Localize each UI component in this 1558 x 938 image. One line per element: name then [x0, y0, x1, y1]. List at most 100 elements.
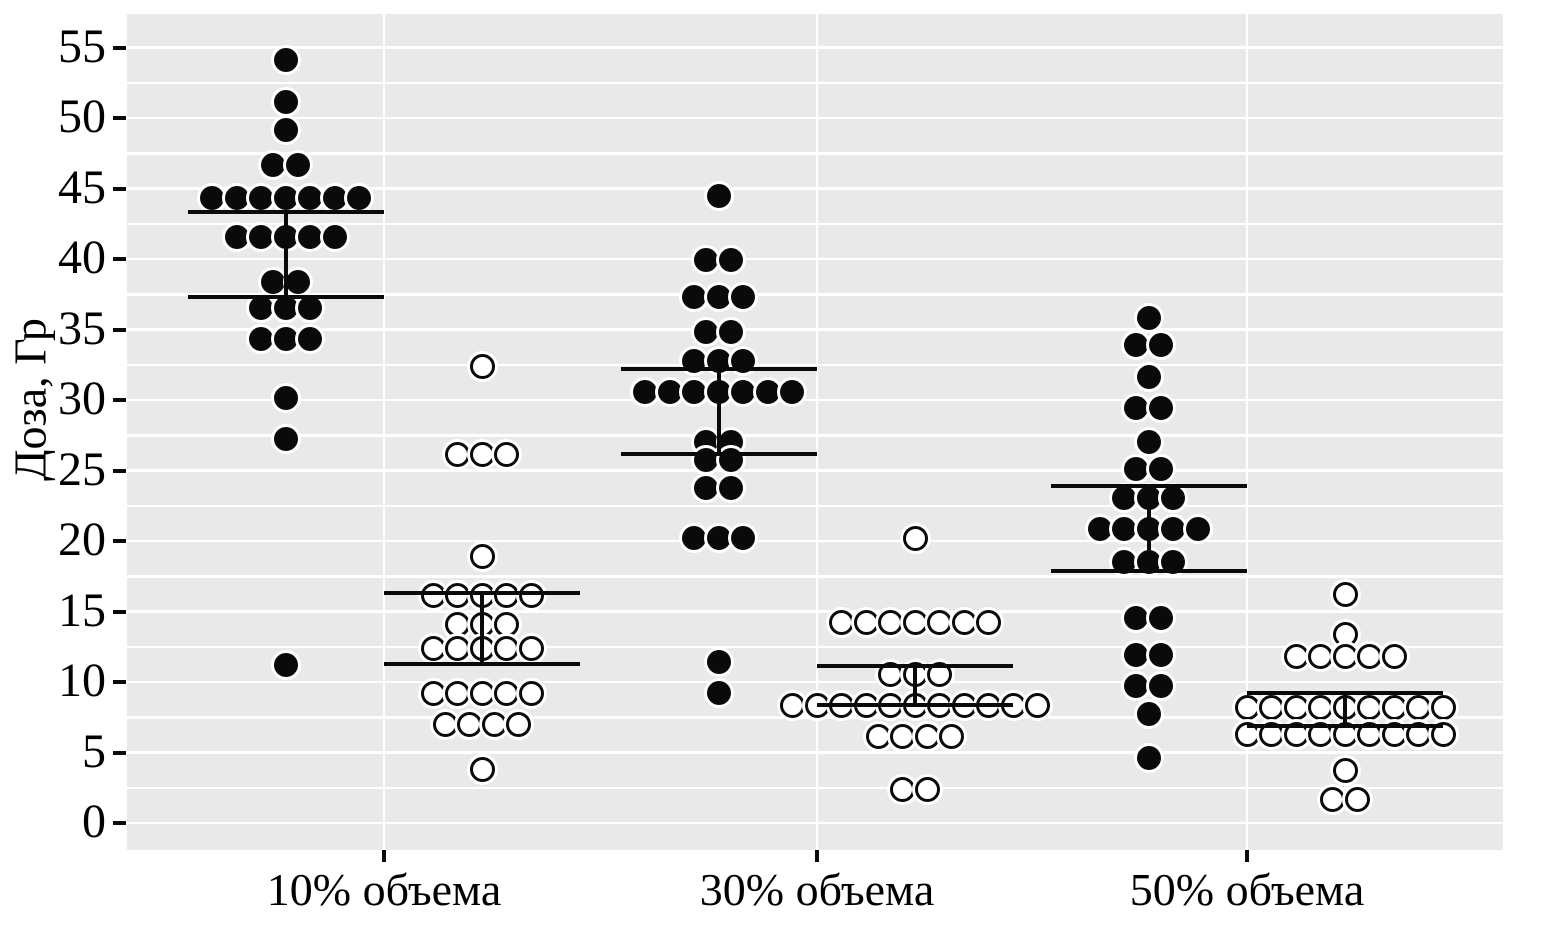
data-point: [1332, 758, 1358, 784]
data-point: [1283, 694, 1309, 720]
data-point: [1148, 395, 1173, 420]
y-tick-label: 45: [58, 160, 106, 214]
data-point: [506, 711, 532, 737]
error-bar-lower-cap: [384, 661, 580, 666]
data-point: [1381, 694, 1407, 720]
data-point: [1124, 395, 1149, 420]
data-point: [1185, 517, 1210, 542]
error-bar-stem: [284, 212, 288, 298]
data-point: [694, 247, 719, 272]
data-point: [469, 442, 495, 468]
data-point: [951, 610, 977, 636]
data-point: [1148, 332, 1173, 357]
h-gridline: [127, 751, 1503, 754]
data-point: [518, 680, 544, 706]
data-point: [273, 386, 298, 411]
error-bar-stem: [913, 666, 917, 705]
data-point: [445, 583, 470, 609]
data-point: [273, 47, 298, 72]
data-point: [1259, 694, 1284, 720]
data-point: [829, 610, 854, 636]
h-gridline: [127, 328, 1503, 331]
data-point: [853, 610, 879, 636]
data-point: [1124, 332, 1149, 357]
data-point: [1332, 582, 1358, 608]
data-point: [1381, 644, 1407, 670]
data-point: [285, 153, 310, 178]
h-gridline: [127, 81, 1503, 84]
data-point: [878, 610, 903, 636]
v-gridline: [815, 11, 819, 850]
data-point: [445, 635, 470, 661]
data-point: [914, 724, 940, 750]
data-point: [1161, 517, 1185, 542]
data-point: [445, 611, 470, 637]
data-point: [249, 295, 273, 320]
y-tick-label: 5: [82, 724, 106, 778]
x-tick-label: 10% объема: [266, 864, 502, 915]
error-bar-stem: [1343, 693, 1347, 726]
data-point: [682, 284, 706, 309]
data-point: [518, 583, 544, 609]
x-tick-mark: [1245, 850, 1249, 862]
data-point: [298, 326, 322, 351]
data-point: [432, 711, 458, 737]
h-gridline: [127, 222, 1503, 225]
data-point: [1112, 486, 1136, 511]
y-tick-label: 35: [58, 301, 106, 355]
y-tick-mark: [113, 750, 126, 755]
data-point: [1357, 644, 1382, 670]
data-point: [718, 247, 743, 272]
data-point: [420, 680, 446, 706]
data-point: [718, 476, 743, 501]
y-tick-label: 25: [58, 442, 106, 496]
v-gridline: [1245, 11, 1249, 850]
data-point: [298, 295, 322, 320]
data-point: [682, 380, 706, 405]
data-point: [1124, 606, 1149, 631]
data-point: [890, 776, 916, 802]
data-point: [1136, 429, 1161, 454]
data-point: [718, 319, 743, 344]
h-gridline: [127, 610, 1503, 613]
data-point: [694, 319, 719, 344]
x-tick-mark: [815, 850, 819, 862]
y-tick-label: 10: [58, 654, 106, 707]
x-tick-mark: [382, 850, 386, 862]
data-point: [322, 225, 347, 250]
data-point: [706, 284, 731, 309]
data-point: [682, 525, 706, 550]
data-point: [706, 184, 731, 209]
h-gridline: [127, 398, 1503, 402]
data-point: [657, 380, 682, 405]
y-tick-mark: [113, 539, 126, 543]
data-point: [481, 711, 507, 737]
x-tick-label: 50% объема: [1129, 864, 1365, 915]
error-bar-lower-cap: [188, 295, 384, 300]
data-point: [273, 118, 298, 143]
data-point: [200, 185, 224, 210]
data-point: [249, 185, 273, 210]
data-point: [469, 544, 495, 569]
data-point: [469, 756, 495, 782]
h-gridline: [127, 187, 1503, 190]
data-point: [1148, 673, 1173, 698]
y-tick-mark: [113, 821, 126, 825]
y-tick-label: 50: [58, 90, 106, 143]
y-tick-mark: [113, 327, 126, 332]
h-gridline: [127, 575, 1503, 578]
data-point: [261, 153, 286, 178]
data-point: [731, 525, 755, 550]
data-point: [1332, 644, 1358, 670]
data-point: [494, 442, 519, 468]
data-point: [1357, 694, 1382, 720]
h-gridline: [127, 363, 1503, 366]
y-tick-label: 0: [82, 795, 106, 848]
y-tick-label: 55: [58, 19, 106, 73]
data-point: [976, 610, 1001, 636]
data-point: [285, 270, 310, 295]
x-tick-label: 30% объема: [699, 864, 935, 915]
data-point: [633, 380, 657, 405]
h-gridline: [127, 469, 1503, 472]
